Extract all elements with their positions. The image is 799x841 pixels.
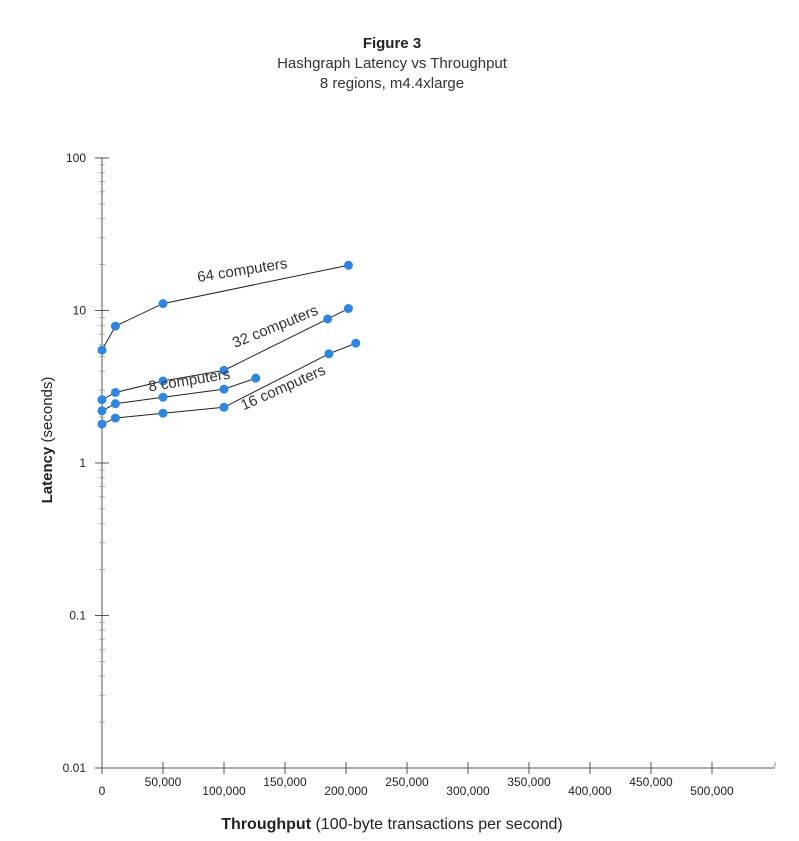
data-point-64-computers <box>110 321 120 331</box>
y-tick-label: 1 <box>79 456 86 470</box>
y-tick-label: 0.1 <box>69 609 86 623</box>
data-point-16-computers <box>110 413 120 423</box>
series-points <box>97 260 361 429</box>
series-label-64-computers: 64 computers <box>196 255 288 286</box>
series-line-64-computers <box>101 264 349 351</box>
x-tick-label: 150,000 <box>263 775 307 789</box>
data-point-64-computers <box>343 260 353 270</box>
data-point-16-computers <box>324 349 334 359</box>
data-point-32-computers <box>343 304 353 314</box>
series-lines <box>101 264 356 425</box>
data-point-8-computers <box>97 406 107 416</box>
title-block: Figure 3 Hashgraph Latency vs Throughput… <box>0 34 784 94</box>
axes: 100 10 1 0.1 0.01 0 50,000 100,000 150,000 200,00… <box>63 151 776 798</box>
data-point-16-computers <box>219 402 229 412</box>
data-point-32-computers <box>323 314 333 324</box>
x-tick-label: 350,000 <box>507 775 551 789</box>
series-label-32-computers: 32 computers <box>230 302 321 352</box>
y-tick-label: 10 <box>73 304 87 318</box>
x-tick-label: 250,000 <box>385 775 429 789</box>
data-point-64-computers <box>97 345 107 355</box>
x-tick-label: 50,000 <box>145 775 182 789</box>
chart-title: Figure 3 <box>362 35 422 52</box>
data-point-32-computers <box>97 395 107 405</box>
x-tick-label: 100,000 <box>202 784 246 798</box>
series-line-16-computers <box>101 342 356 425</box>
data-point-32-computers <box>219 365 229 375</box>
data-point-8-computers <box>219 384 229 394</box>
data-point-32-computers <box>110 387 120 397</box>
data-point-16-computers <box>97 419 107 429</box>
chart-subtitle-line-2: 8 regions, m4.4xlarge <box>319 75 465 92</box>
x-tick-label: 400,000 <box>568 784 612 798</box>
data-point-16-computers <box>158 408 168 418</box>
y-tick-label: 100 <box>66 151 86 165</box>
data-point-8-computers <box>110 399 120 409</box>
series-labels: 64 computers 32 computers 8 computers 16 co… <box>147 255 328 414</box>
x-tick-label: 300,000 <box>446 784 490 798</box>
x-axis-label-unit: (100-byte transactions per second) <box>311 816 563 833</box>
series-label-16-computers: 16 computers <box>238 362 328 414</box>
x-axis-label-bold: Throughput <box>221 816 312 833</box>
x-tick-label: 0 <box>99 784 106 798</box>
series-label-8-computers: 8 computers <box>147 366 231 396</box>
chart-subtitle-line-1: Hashgraph Latency vs Throughput <box>277 55 507 72</box>
data-point-8-computers <box>158 392 168 402</box>
y-axis-label-unit: (seconds) <box>39 377 56 447</box>
data-point-64-computers <box>158 299 168 309</box>
y-axis-label: Latency (seconds) <box>39 377 56 504</box>
y-axis-label-bold: Latency <box>39 446 56 503</box>
data-point-32-computers <box>158 376 168 386</box>
x-tick-label: 500,000 <box>690 784 734 798</box>
data-point-8-computers <box>251 373 261 383</box>
y-tick-label: 0.01 <box>63 761 87 775</box>
x-tick-label: 200,000 <box>324 784 368 798</box>
x-axis-label: Throughput (100-byte transactions per se… <box>0 816 784 834</box>
data-point-16-computers <box>351 338 361 348</box>
x-tick-label: 450,000 <box>629 775 673 789</box>
